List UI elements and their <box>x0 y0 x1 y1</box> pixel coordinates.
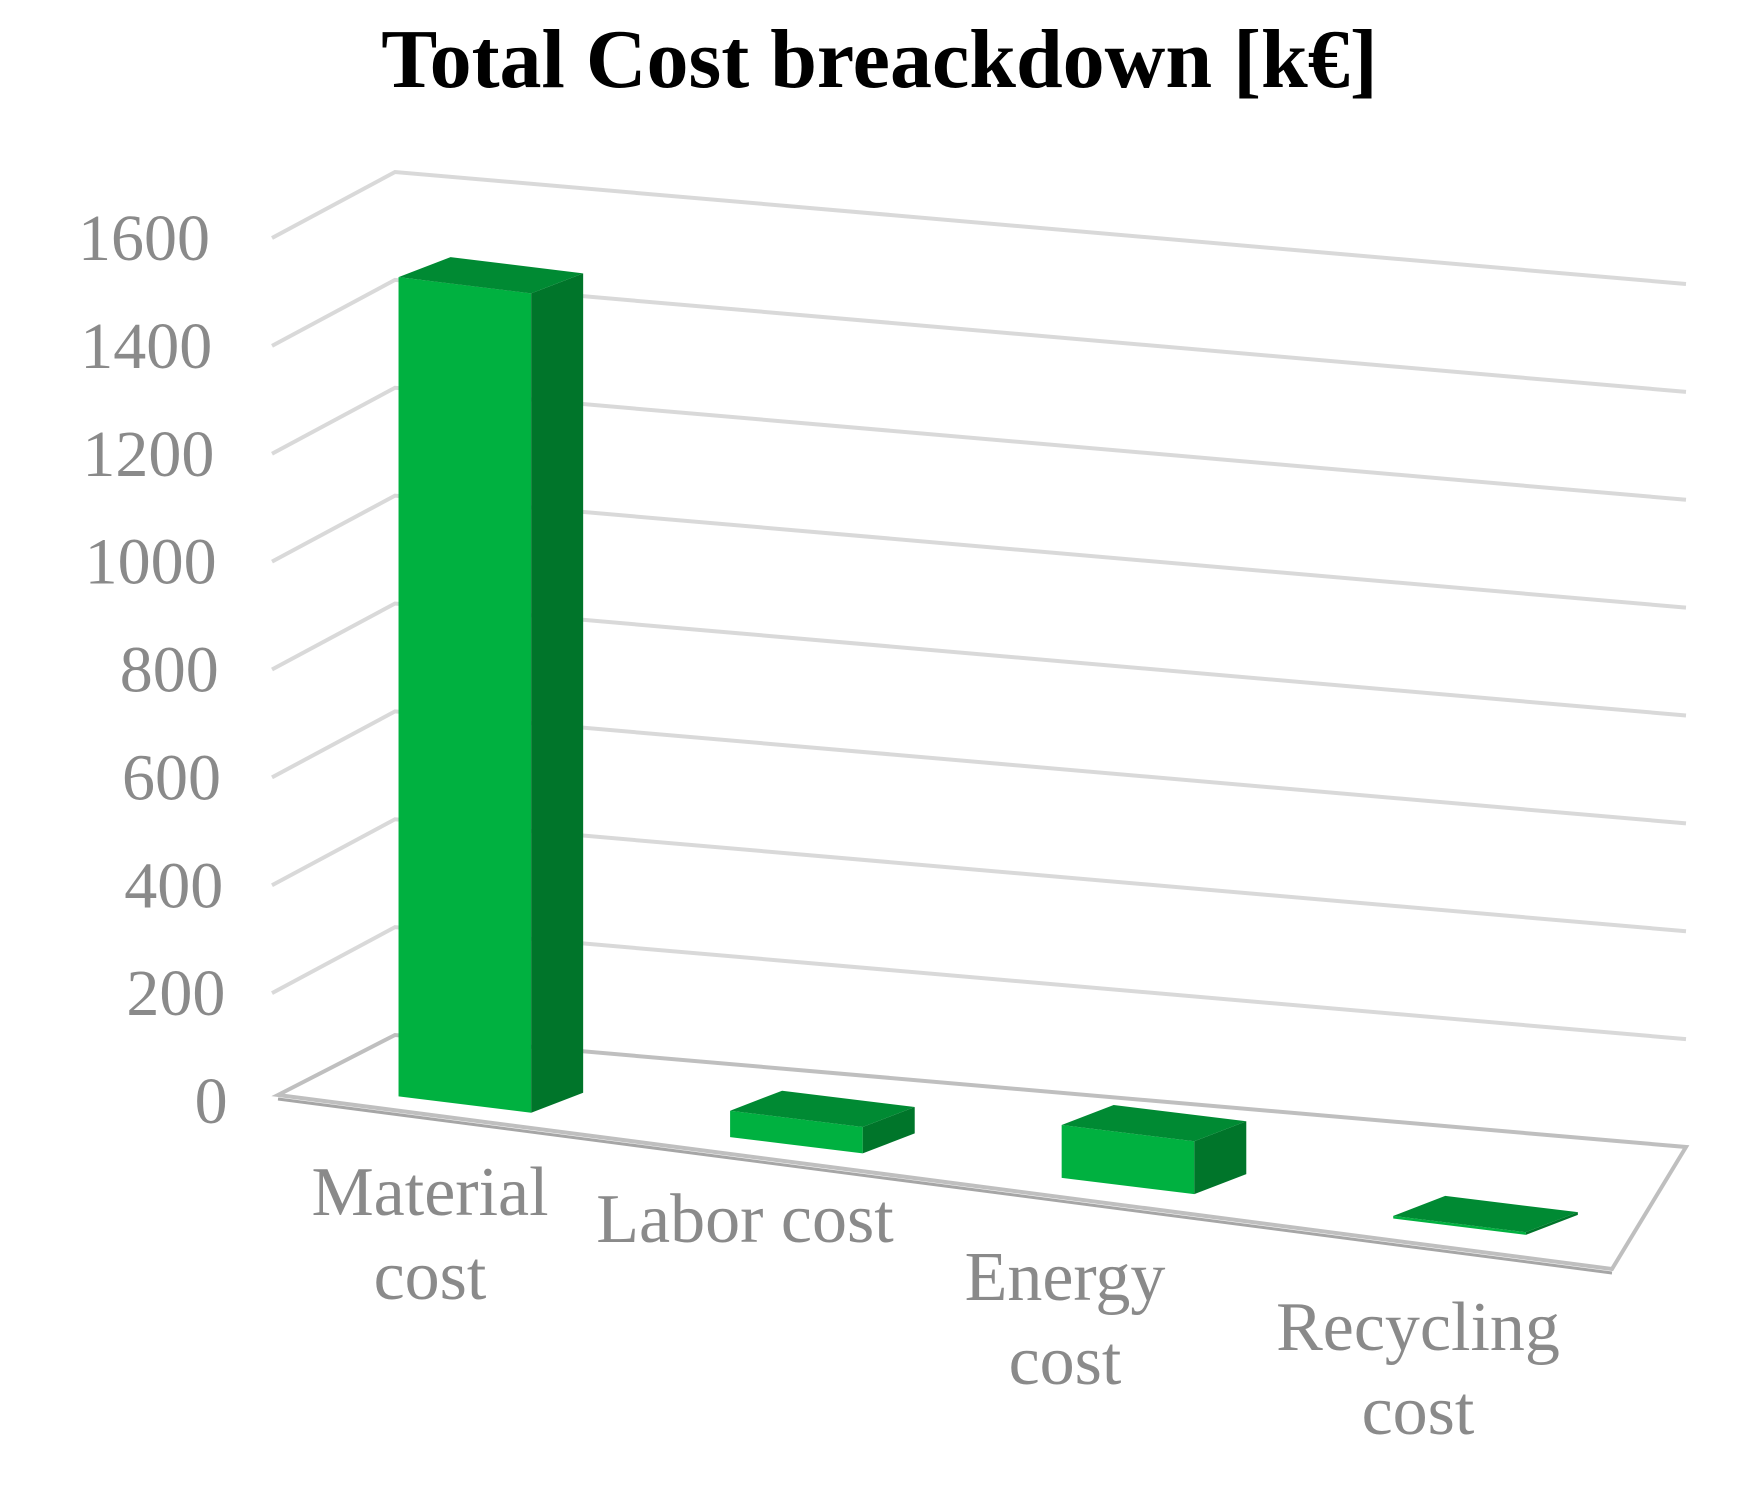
gridline <box>271 817 1687 934</box>
bar <box>1393 1195 1578 1235</box>
x-category-label: Material <box>311 1154 548 1231</box>
bar-front-face <box>1061 1124 1195 1195</box>
bar-side-face <box>862 1106 915 1154</box>
x-category-label: Energy <box>965 1239 1166 1316</box>
x-category-label: cost <box>374 1238 487 1315</box>
x-category-label: cost <box>1362 1373 1475 1450</box>
y-tick-label: 1600 <box>78 202 210 275</box>
bar-front-face <box>730 1110 863 1154</box>
gridline <box>271 601 1687 718</box>
bar-top-face <box>1393 1195 1578 1233</box>
chart-floor <box>271 1032 1690 1275</box>
bar-top-face <box>1061 1104 1247 1142</box>
x-category-label: cost <box>1009 1323 1122 1400</box>
bar-side-face <box>1525 1212 1578 1235</box>
bar <box>1061 1104 1247 1195</box>
chart-title: Total Cost breackdown [k€] <box>381 13 1378 106</box>
bar-front-face <box>1393 1215 1526 1235</box>
y-tick-label: 800 <box>120 634 219 707</box>
gridlines <box>271 169 1687 1042</box>
gridline <box>271 169 1687 286</box>
bar <box>398 257 584 1113</box>
gridline <box>271 925 1687 1042</box>
floor-front-edge <box>277 1097 1613 1275</box>
y-tick-label: 400 <box>124 849 223 922</box>
y-axis-ticks: 0 200 400 600 800 1000 1200 1400 1600 <box>78 202 228 1138</box>
y-tick-label: 1200 <box>82 418 214 491</box>
x-category-label: Recycling <box>1276 1289 1560 1366</box>
y-tick-label: 1400 <box>80 310 212 383</box>
gridline <box>271 385 1687 502</box>
gridline <box>271 709 1687 826</box>
bar-top-face <box>398 257 584 294</box>
y-tick-label: 600 <box>122 741 221 814</box>
gridline <box>271 493 1687 610</box>
bars <box>398 257 1578 1235</box>
y-tick-label: 200 <box>126 957 225 1030</box>
bar-front-face <box>398 277 532 1113</box>
x-category-label: Labor cost <box>596 1181 894 1258</box>
y-tick-label: 0 <box>195 1065 228 1138</box>
gridline <box>271 277 1687 394</box>
bar <box>730 1090 915 1154</box>
floor-surface <box>271 1032 1690 1272</box>
bar-top-face <box>730 1090 915 1127</box>
bar-side-face <box>1194 1121 1247 1195</box>
y-tick-label: 1000 <box>85 526 217 599</box>
bar-side-face <box>531 273 584 1113</box>
